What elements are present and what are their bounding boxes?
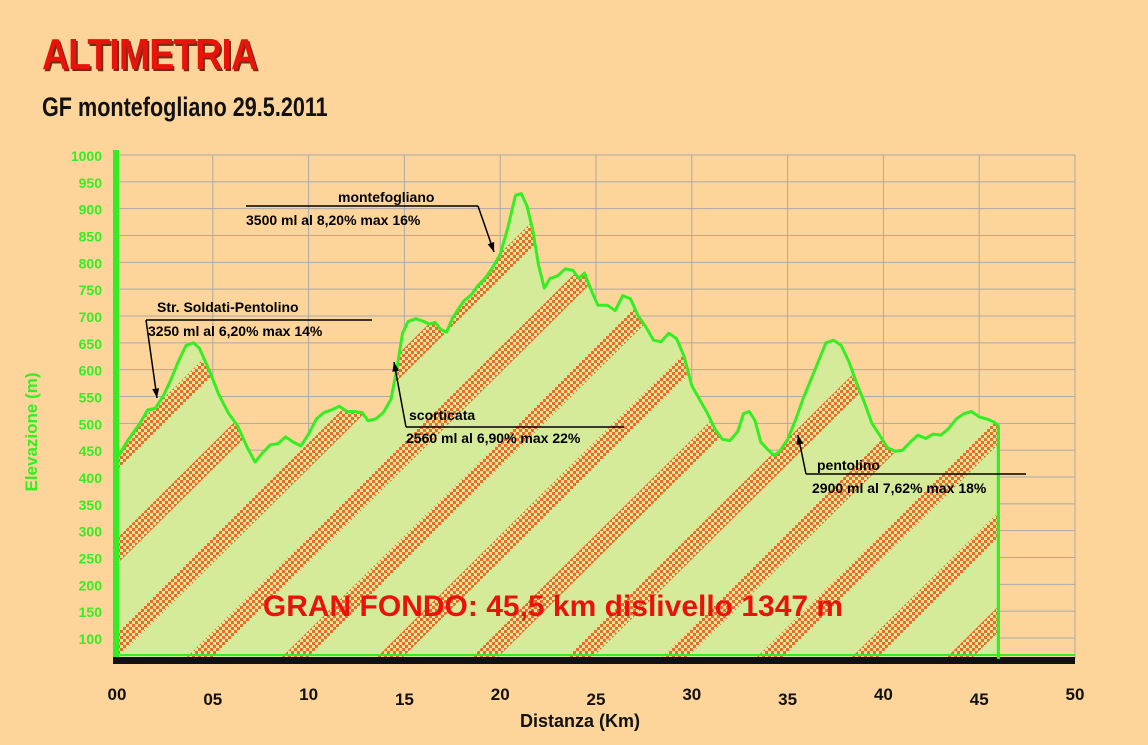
stripe-band	[755, 193, 999, 659]
y-tick-label: 250	[79, 551, 103, 567]
annotation-climb-name: Str. Soldati-Pentolino	[157, 299, 299, 315]
y-tick-label: 350	[79, 497, 103, 513]
y-tick-label: 900	[79, 202, 103, 218]
x-tick-label: 25	[587, 690, 606, 709]
x-axis-line	[113, 657, 1075, 664]
climb-annotations: Str. Soldati-Pentolino 3250 ml al 6,20% m…	[145, 189, 1026, 496]
chart-subtitle: GF montefogliano 29.5.2011	[42, 92, 328, 122]
x-tick-label: 50	[1066, 685, 1085, 704]
x-tick-label: 35	[778, 690, 797, 709]
climb-annotation: montefogliano 3500 ml al 8,20% max 16%	[246, 189, 495, 253]
arrowhead-icon	[796, 435, 804, 445]
annotation-climb-detail: 2560 ml al 6,90% max 22%	[406, 430, 581, 446]
y-tick-label: 600	[79, 363, 103, 379]
stripe-band	[1040, 153, 1148, 659]
stripe-band	[850, 193, 999, 659]
arrowhead-icon	[487, 242, 495, 252]
elevation-profile-line	[115, 192, 1000, 659]
x-tick-label: 20	[491, 685, 510, 704]
x-axis-label: Distanza (Km)	[520, 711, 640, 731]
y-tick-label: 700	[79, 309, 103, 325]
climb-annotation: Str. Soldati-Pentolino 3250 ml al 6,20% m…	[145, 299, 372, 399]
annotation-climb-detail: 3500 ml al 8,20% max 16%	[246, 212, 421, 228]
y-axis-line	[113, 150, 119, 659]
race-summary-banner: GRAN FONDO: 45,5 km dislivello 1347 m	[263, 590, 843, 623]
annotation-climb-detail: 2900 ml al 7,62% max 18%	[812, 480, 987, 496]
x-tick-label: 00	[108, 685, 127, 704]
annotation-climb-name: montefogliano	[338, 189, 434, 205]
y-axis-label: Elevazione (m)	[22, 372, 41, 491]
annotation-climb-detail: 3250 ml al 6,20% max 14%	[148, 323, 323, 339]
y-tick-label: 850	[79, 229, 103, 245]
y-tick-label: 650	[79, 336, 103, 352]
y-tick-label: 150	[79, 604, 103, 620]
y-tick-label: 1000	[71, 148, 102, 164]
stripe-pattern	[117, 153, 1148, 659]
annotation-climb-name: pentolino	[817, 457, 880, 473]
y-tick-label: 100	[79, 631, 103, 647]
y-tick-label: 200	[79, 577, 103, 593]
annotation-arrow	[393, 361, 407, 428]
annotation-arrow	[145, 319, 158, 399]
x-tick-label: 05	[203, 690, 222, 709]
chart-title: ALTIMETRIA	[42, 30, 258, 79]
x-tick-label: 40	[874, 685, 893, 704]
y-tick-label: 500	[79, 416, 103, 432]
climb-annotation: scorticata 2560 ml al 6,90% max 22%	[392, 361, 624, 446]
x-tick-label: 30	[682, 685, 701, 704]
y-tick-label: 950	[79, 175, 103, 191]
annotation-climb-name: scorticata	[409, 407, 475, 423]
arrowhead-icon	[392, 362, 400, 372]
climb-annotation: pentolino 2900 ml al 7,62% max 18%	[796, 434, 1026, 496]
arrowhead-icon	[152, 388, 160, 398]
axes: 1000950900850800750700650600550500450400…	[71, 148, 1085, 709]
x-tick-label: 10	[299, 685, 318, 704]
y-tick-label: 450	[79, 443, 103, 459]
x-tick-label: 45	[970, 690, 989, 709]
stripe-band	[1135, 153, 1148, 659]
y-tick-label: 300	[79, 524, 103, 540]
y-tick-label: 750	[79, 282, 103, 298]
y-tick-label: 800	[79, 255, 103, 271]
y-tick-label: 550	[79, 390, 103, 406]
x-tick-label: 15	[395, 690, 414, 709]
y-tick-label: 400	[79, 470, 103, 486]
